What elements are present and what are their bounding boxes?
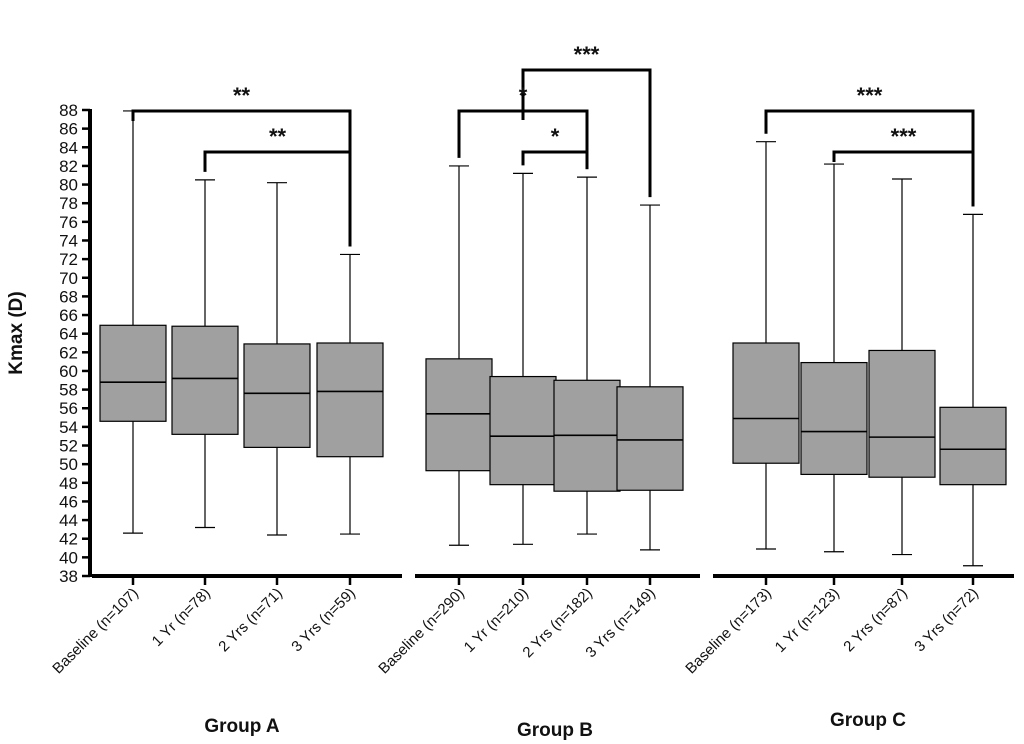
box-iqr (868, 349, 936, 478)
y-tick-label: 84 (59, 138, 78, 157)
y-tick-label: 44 (59, 511, 78, 530)
box-iqr (243, 343, 311, 448)
y-tick-label: 78 (59, 194, 78, 213)
significance-stars: * (551, 124, 560, 149)
y-tick-label: 54 (59, 418, 78, 437)
box-iqr (316, 342, 384, 458)
box-groups: Baseline (n=107) 1 Yr (n=78) 2 Yrs (n=71) 3… (49, 42, 1014, 741)
box-iqr (99, 324, 167, 422)
box-iqr (800, 361, 868, 476)
significance-stars: *** (891, 124, 917, 149)
box: Baseline (n=290) (375, 165, 493, 678)
x-tick-label: Baseline (n=290) (375, 585, 468, 678)
significance-stars: *** (857, 83, 883, 108)
group-label: Group B (517, 720, 593, 741)
box: 3 Yrs (n=59) (288, 253, 384, 655)
x-tick-label: 3 Yrs (n=72) (911, 585, 981, 655)
y-tick-label: 56 (59, 399, 78, 418)
y-tick-label: 60 (59, 362, 78, 381)
significance-bracket (457, 109, 589, 170)
y-axis: 3840424446485052545658606264666870727476… (59, 101, 92, 586)
y-tick-label: 42 (59, 530, 78, 549)
group-0: Baseline (n=107) 1 Yr (n=78) 2 Yrs (n=71) 3… (49, 83, 402, 737)
y-tick-label: 64 (59, 325, 78, 344)
significance-bracket (131, 109, 352, 247)
box-iqr (489, 375, 557, 486)
y-tick-label: 46 (59, 492, 78, 511)
box-iqr (425, 358, 493, 472)
box: Baseline (n=173) (682, 141, 800, 678)
y-tick-label: 48 (59, 474, 78, 493)
group-1: Baseline (n=290)1 Yr (n=210)2 Yrs (n=182… (375, 42, 700, 741)
box-iqr (616, 386, 684, 491)
box-iqr (939, 406, 1007, 486)
y-tick-label: 66 (59, 306, 78, 325)
box-iqr (732, 342, 800, 464)
significance-bracket (521, 150, 589, 170)
y-tick-label: 62 (59, 343, 78, 362)
x-tick-label: Baseline (n=107) (49, 585, 142, 678)
y-tick-label: 74 (59, 231, 78, 250)
x-tick-label: 1 Yr (n=78) (149, 585, 214, 650)
y-tick-label: 80 (59, 176, 78, 195)
y-tick-label: 70 (59, 269, 78, 288)
significance-stars: ** (233, 83, 251, 108)
x-tick-label: 2 Yrs (n=87) (840, 585, 910, 655)
y-tick-label: 52 (59, 437, 78, 456)
x-tick-label: 1 Yr (n=210) (461, 585, 532, 656)
y-tick-label: 68 (59, 287, 78, 306)
y-tick-label: 86 (59, 120, 78, 139)
y-axis-title: Kmax (D) (6, 291, 27, 374)
group-label: Group C (830, 710, 906, 731)
y-tick-label: 72 (59, 250, 78, 269)
y-tick-label: 40 (59, 548, 78, 567)
box-iqr (171, 325, 239, 435)
significance-stars: *** (574, 42, 600, 67)
y-tick-label: 76 (59, 213, 78, 232)
x-tick-label: 2 Yrs (n=71) (215, 585, 285, 655)
significance-bracket (521, 68, 652, 198)
group-2: Baseline (n=173)1 Yr (n=123)2 Yrs (n=87)… (682, 83, 1014, 731)
y-tick-label: 58 (59, 381, 78, 400)
significance-stars: * (519, 83, 528, 108)
significance-bracket (764, 109, 975, 207)
y-tick-label: 50 (59, 455, 78, 474)
x-tick-label: Baseline (n=173) (682, 585, 775, 678)
y-tick-label: 38 (59, 567, 78, 586)
x-tick-label: 3 Yrs (n=59) (288, 585, 358, 655)
significance-bracket (203, 150, 352, 247)
y-tick-label: 88 (59, 101, 78, 120)
significance-bracket (832, 150, 975, 207)
y-tick-label: 82 (59, 157, 78, 176)
significance-stars: ** (269, 124, 287, 149)
group-label: Group A (204, 716, 280, 737)
x-tick-label: 1 Yr (n=123) (772, 585, 843, 656)
